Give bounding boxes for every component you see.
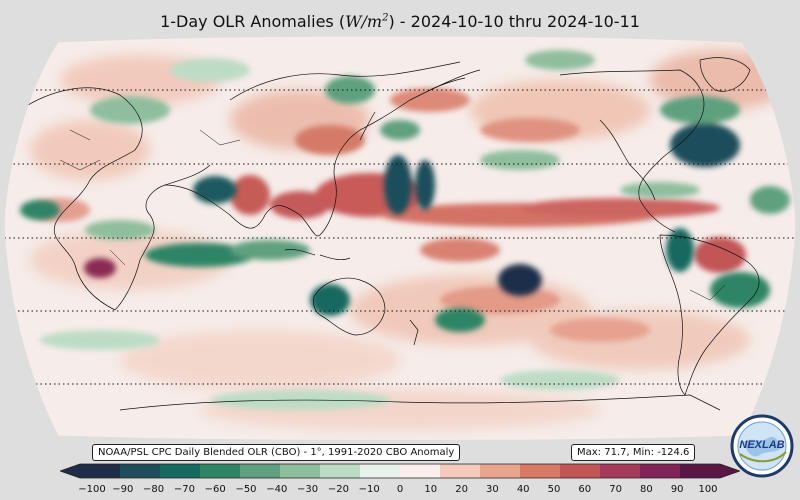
- colorbar-segment: [560, 464, 601, 478]
- colorbar-tick-label: −40: [266, 484, 288, 495]
- colorbar-max-arrow: [720, 464, 740, 478]
- colorbar-tick-label: 0: [396, 484, 404, 495]
- colorbar-tick-label: 20: [455, 484, 468, 495]
- colorbar-tick-label: 50: [547, 484, 561, 495]
- colorbar-segment: [320, 464, 361, 478]
- colorbar-segment: [480, 464, 521, 478]
- colorbar-tick-label: 90: [670, 484, 684, 495]
- colorbar-tick-label: 40: [516, 484, 530, 495]
- colorbar-tick-label: 80: [640, 484, 653, 495]
- colorbar-segment: [160, 464, 201, 478]
- colorbar-segment: [520, 464, 561, 478]
- colorbar-tick-label: 30: [486, 484, 499, 495]
- colorbar-tick-label: 10: [424, 484, 438, 495]
- colorbar-segment: [280, 464, 321, 478]
- colorbar-segment: [80, 464, 121, 478]
- colorbar-tick-label: −90: [112, 484, 134, 495]
- colorbar: [60, 463, 740, 479]
- colorbar-segment: [680, 464, 721, 478]
- colorbar-tick-label: 60: [578, 484, 592, 495]
- colorbar-segment: [440, 464, 481, 478]
- max-min-label: Max: 71.7, Min: -124.6: [571, 444, 696, 461]
- colorbar-tick-label: −70: [173, 484, 195, 495]
- olr-anomaly-map: [3, 35, 797, 440]
- colorbar-segment: [360, 464, 401, 478]
- svg-text:NEXLAB: NEXLAB: [739, 439, 784, 451]
- parallels: [4, 89, 796, 385]
- colorbar-tick-label: −20: [327, 484, 349, 495]
- anomaly-field: [4, 36, 796, 440]
- colorbar-tick-label: −100: [78, 484, 106, 495]
- colorbar-segment: [240, 464, 281, 478]
- page-title: 1-Day OLR Anomalies (W/m2) - 2024-10-10 …: [160, 12, 640, 31]
- colorbar-tick-label: −10: [358, 484, 380, 495]
- colorbar-tick-label: −60: [204, 484, 226, 495]
- colorbar-segment: [120, 464, 161, 478]
- colorbar-tick-label: −50: [235, 484, 257, 495]
- coastlines: [19, 57, 760, 411]
- colorbar-segment: [640, 464, 681, 478]
- colorbar-segment: [200, 464, 241, 478]
- dataset-info-label: NOAA/PSL CPC Daily Blended OLR (CBO) - 1…: [92, 444, 461, 461]
- colorbar-tick-label: 70: [609, 484, 622, 495]
- colorbar-tick-label: 100: [698, 484, 718, 495]
- globe-logo-icon: NEXLAB: [730, 414, 794, 478]
- colorbar-min-arrow: [60, 464, 80, 478]
- colorbar-segment: [600, 464, 641, 478]
- colorbar-segment: [400, 464, 441, 478]
- colorbar-tick-label: −30: [297, 484, 319, 495]
- colorbar-tick-label: −80: [143, 484, 165, 495]
